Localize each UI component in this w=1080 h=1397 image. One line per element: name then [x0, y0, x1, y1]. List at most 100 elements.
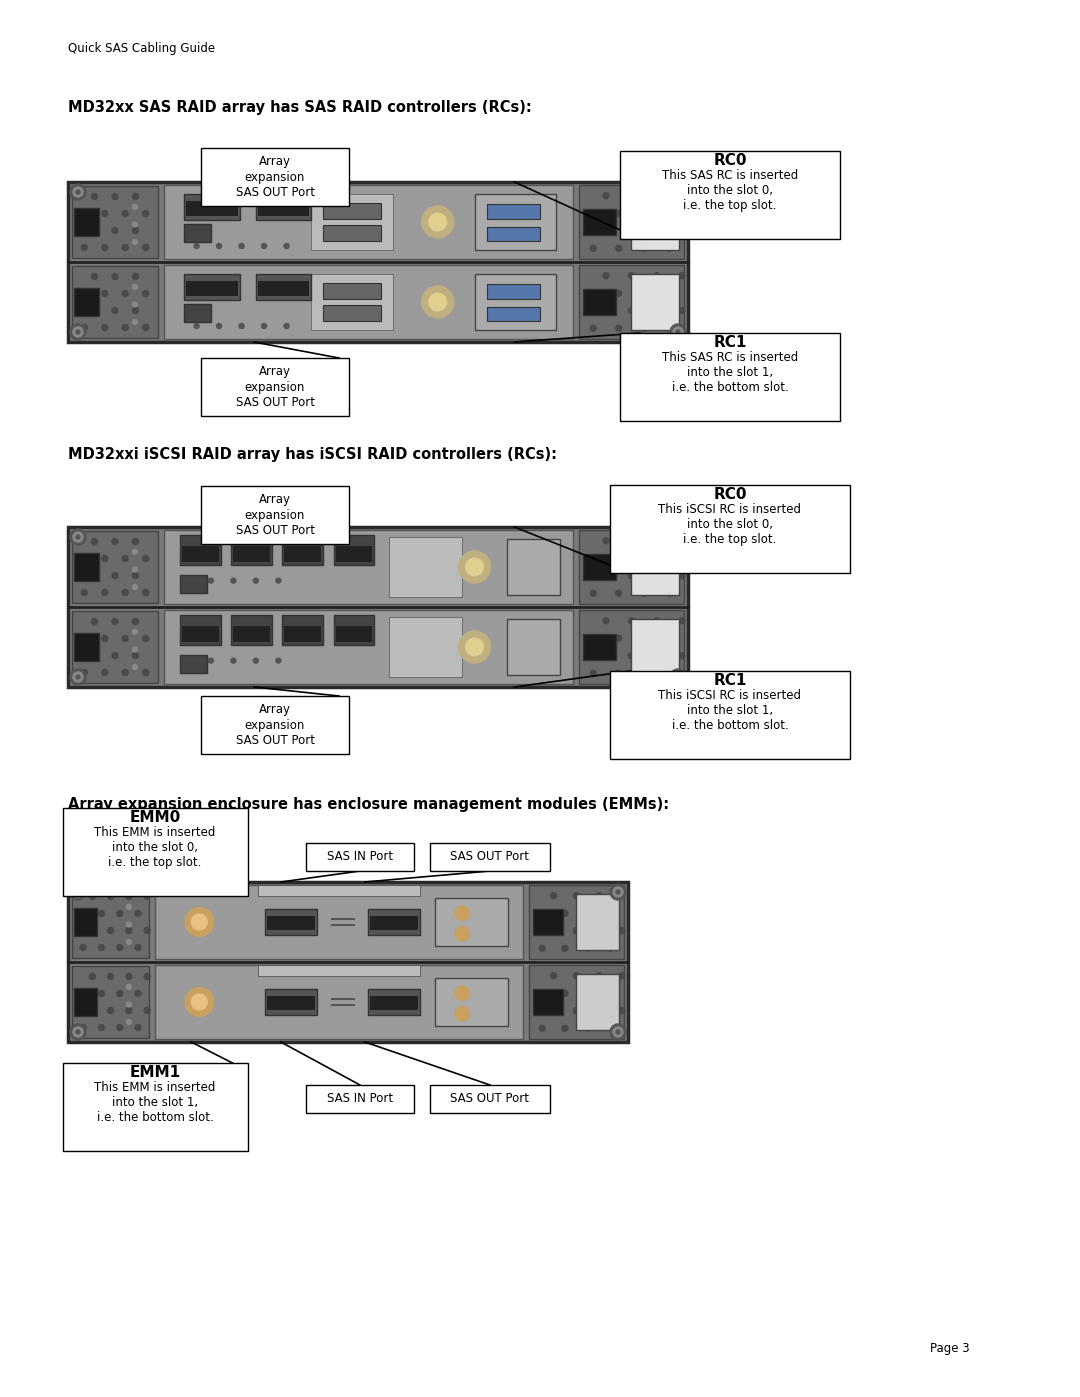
FancyBboxPatch shape: [75, 908, 97, 936]
Text: This EMM is inserted
into the slot 0,
i.e. the top slot.: This EMM is inserted into the slot 0, i.…: [94, 826, 216, 869]
Circle shape: [603, 652, 609, 659]
Circle shape: [81, 636, 87, 641]
Circle shape: [455, 907, 470, 921]
Circle shape: [133, 274, 138, 279]
Circle shape: [76, 190, 80, 194]
Circle shape: [591, 246, 596, 251]
Circle shape: [98, 1024, 105, 1031]
Circle shape: [608, 990, 613, 996]
Circle shape: [73, 887, 83, 897]
Circle shape: [126, 974, 132, 979]
FancyBboxPatch shape: [156, 886, 523, 958]
Circle shape: [591, 326, 596, 331]
Circle shape: [539, 946, 545, 951]
Circle shape: [122, 669, 129, 676]
FancyBboxPatch shape: [620, 151, 840, 239]
FancyBboxPatch shape: [283, 615, 323, 645]
FancyBboxPatch shape: [632, 194, 678, 250]
FancyBboxPatch shape: [231, 615, 272, 645]
Circle shape: [676, 190, 680, 194]
Circle shape: [81, 669, 87, 676]
Text: RC1: RC1: [713, 673, 746, 687]
FancyBboxPatch shape: [201, 358, 349, 416]
Circle shape: [108, 928, 113, 933]
Circle shape: [122, 324, 129, 331]
FancyBboxPatch shape: [164, 265, 572, 339]
Circle shape: [616, 211, 622, 217]
FancyBboxPatch shape: [620, 332, 840, 420]
Circle shape: [70, 324, 86, 339]
Circle shape: [596, 893, 603, 898]
FancyBboxPatch shape: [532, 989, 564, 1014]
Circle shape: [584, 911, 591, 916]
Circle shape: [76, 535, 80, 539]
Circle shape: [133, 567, 137, 571]
Circle shape: [186, 578, 191, 583]
Circle shape: [80, 1024, 86, 1031]
Circle shape: [459, 631, 490, 664]
FancyBboxPatch shape: [185, 225, 211, 242]
Circle shape: [102, 211, 108, 217]
FancyBboxPatch shape: [323, 203, 380, 219]
Text: Array
expansion
SAS OUT Port: Array expansion SAS OUT Port: [235, 366, 314, 408]
Circle shape: [70, 884, 86, 900]
FancyBboxPatch shape: [233, 626, 270, 643]
Circle shape: [679, 272, 685, 279]
Circle shape: [143, 590, 149, 595]
Circle shape: [81, 324, 87, 331]
Circle shape: [133, 538, 138, 545]
FancyBboxPatch shape: [183, 626, 219, 643]
FancyBboxPatch shape: [266, 909, 316, 935]
Circle shape: [133, 307, 138, 313]
Circle shape: [596, 972, 603, 979]
Text: SAS OUT Port: SAS OUT Port: [450, 851, 529, 863]
Circle shape: [122, 291, 129, 296]
Circle shape: [239, 324, 244, 328]
Circle shape: [145, 1007, 150, 1013]
Circle shape: [143, 244, 149, 250]
Circle shape: [616, 246, 622, 251]
Circle shape: [143, 669, 149, 676]
FancyBboxPatch shape: [474, 274, 556, 330]
Circle shape: [92, 274, 97, 279]
FancyBboxPatch shape: [72, 610, 158, 683]
Circle shape: [126, 894, 132, 900]
Circle shape: [108, 1007, 113, 1013]
Circle shape: [613, 887, 623, 897]
Text: MD32xx SAS RAID array has SAS RAID controllers (RCs):: MD32xx SAS RAID array has SAS RAID contr…: [68, 101, 531, 115]
Circle shape: [679, 538, 685, 543]
Circle shape: [133, 665, 137, 669]
Circle shape: [608, 1025, 613, 1031]
Circle shape: [629, 307, 634, 314]
Circle shape: [102, 244, 108, 250]
Circle shape: [676, 535, 680, 539]
Circle shape: [133, 629, 137, 634]
Circle shape: [421, 286, 454, 319]
Circle shape: [90, 894, 95, 900]
Circle shape: [429, 293, 446, 310]
FancyBboxPatch shape: [508, 619, 561, 675]
Circle shape: [70, 669, 86, 685]
FancyBboxPatch shape: [311, 274, 393, 330]
Circle shape: [135, 1024, 141, 1031]
Circle shape: [112, 538, 118, 545]
Circle shape: [551, 1007, 556, 1014]
Circle shape: [673, 532, 683, 542]
Circle shape: [126, 940, 132, 944]
Circle shape: [261, 243, 267, 249]
Circle shape: [539, 911, 545, 916]
Circle shape: [191, 914, 207, 930]
FancyBboxPatch shape: [370, 996, 418, 1010]
FancyBboxPatch shape: [284, 626, 321, 643]
Circle shape: [112, 307, 118, 313]
Circle shape: [254, 658, 258, 664]
Circle shape: [133, 619, 138, 624]
Circle shape: [653, 652, 660, 659]
FancyBboxPatch shape: [632, 619, 678, 675]
Circle shape: [666, 291, 673, 296]
Circle shape: [133, 285, 137, 289]
FancyBboxPatch shape: [582, 555, 617, 580]
FancyBboxPatch shape: [529, 965, 624, 1039]
Text: Array expansion enclosure has enclosure management modules (EMMs):: Array expansion enclosure has enclosure …: [68, 798, 670, 812]
Circle shape: [603, 538, 609, 543]
